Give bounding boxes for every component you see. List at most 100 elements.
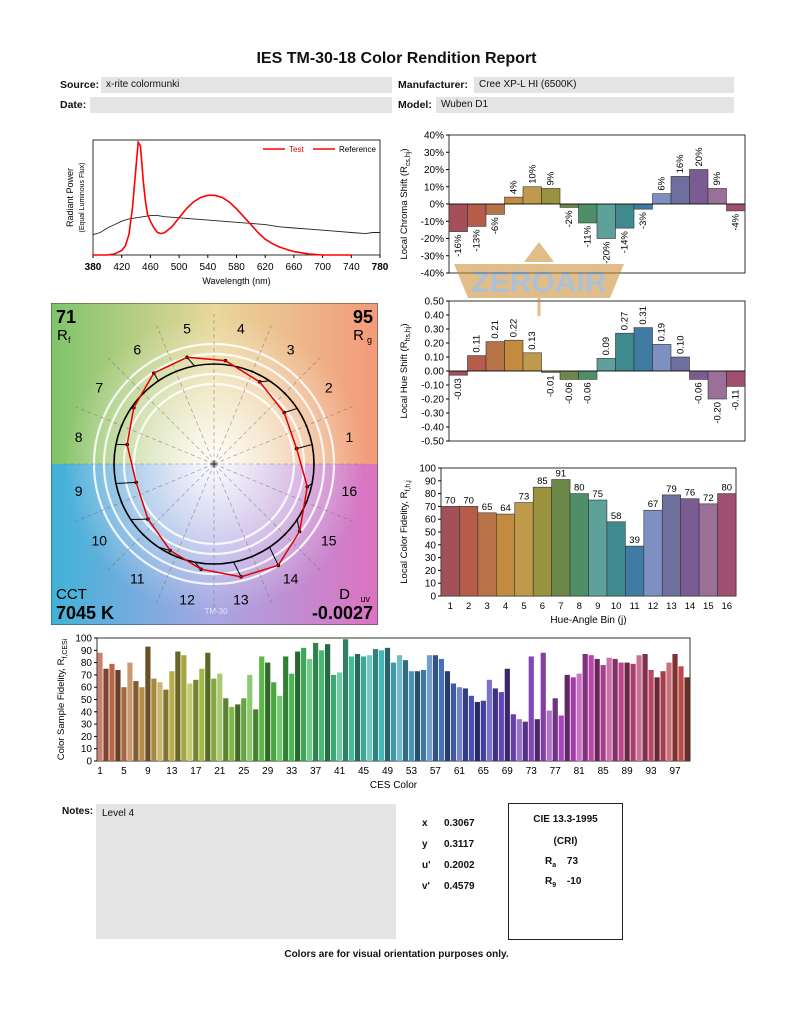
ces-bar xyxy=(241,698,247,761)
bar-value-label: 64 xyxy=(500,503,511,514)
x-tick-label: 21 xyxy=(214,766,226,777)
bar-value-label: -14% xyxy=(620,231,631,254)
bar-bin-3 xyxy=(477,512,497,597)
x-tick-label: 17 xyxy=(190,766,202,777)
ces-bar xyxy=(600,665,606,761)
ces-bar xyxy=(504,668,510,761)
u-value: 0.2002 xyxy=(444,860,475,871)
y-tick-label: 50 xyxy=(425,528,437,539)
x-tick-label: 740 xyxy=(343,262,360,273)
bar-bin-12 xyxy=(652,193,672,205)
r9-label: R xyxy=(545,876,553,887)
ces-bar xyxy=(414,671,421,761)
ces-bar xyxy=(127,662,133,761)
y-tick-label: 0.40 xyxy=(425,311,445,322)
x-tick-label: 9 xyxy=(595,601,600,612)
ces-bar xyxy=(157,682,163,761)
ces-bar xyxy=(462,688,468,761)
y-tick-label: 10% xyxy=(424,182,444,193)
bin-label-14: 14 xyxy=(283,571,299,587)
bar-value-label: 0.09 xyxy=(601,337,612,356)
x-tick-label: 97 xyxy=(669,766,681,777)
ces-bar xyxy=(145,646,151,761)
y-tick-label: 30 xyxy=(425,553,437,564)
shift-arrow xyxy=(186,357,195,367)
x-tick-label: 13 xyxy=(166,766,178,777)
notes-box: Level 4 xyxy=(96,804,396,939)
bar-value-label: 75 xyxy=(592,489,603,500)
manufacturer-label: Manufacturer: xyxy=(398,79,469,91)
shift-arrow xyxy=(233,561,242,578)
ces-bar xyxy=(624,662,630,761)
bin-label-10: 10 xyxy=(91,533,107,549)
ces-bar xyxy=(348,656,355,761)
bar-value-label: -6% xyxy=(490,217,501,234)
report-title: IES TM-30-18 Color Rendition Report xyxy=(256,50,537,67)
ra-sub: a xyxy=(552,862,557,869)
bin-label-8: 8 xyxy=(75,429,83,445)
ces-bar xyxy=(277,695,283,761)
x-tick-label: 7 xyxy=(558,601,563,612)
y-tick-label: 30% xyxy=(424,148,444,159)
bar-value-label: 0.27 xyxy=(620,312,631,331)
center-watermark: TM-30 xyxy=(204,607,228,616)
x-value: 0.3067 xyxy=(444,818,475,829)
y-axis-label-sub: f,CESi xyxy=(62,638,69,658)
bar-value-label: 16% xyxy=(675,154,686,174)
bar-bin-2 xyxy=(467,355,487,372)
bin-divider xyxy=(213,463,321,571)
spd-chart: 380 420 460 500 540 580 620 660 700 740 780 Wavelen… xyxy=(65,139,389,286)
bin-label-13: 13 xyxy=(233,591,249,607)
ces-bar xyxy=(492,688,498,761)
bin-divider xyxy=(213,463,272,603)
ces-bar xyxy=(187,683,193,761)
ces-bar xyxy=(582,653,588,761)
bar-bin-15 xyxy=(707,188,727,205)
y-tick-label: -0.20 xyxy=(421,395,444,406)
ces-bar xyxy=(564,674,570,761)
y-axis-label: Color Sample Fidelity, Rf,CESi xyxy=(56,638,69,760)
ces-bar xyxy=(396,655,403,761)
bin-label-5: 5 xyxy=(183,321,191,337)
ces-bar xyxy=(468,695,474,761)
ces-bar xyxy=(181,655,187,761)
bar-bin-11 xyxy=(625,545,645,597)
bar-bin-11 xyxy=(633,203,653,210)
x-tick-label: 420 xyxy=(113,262,130,273)
y-tick-label: 10 xyxy=(425,579,437,590)
ces-bar xyxy=(552,698,558,761)
y-value: 0.3117 xyxy=(444,839,475,850)
x-tick-label: 3 xyxy=(484,601,489,612)
ces-bar xyxy=(684,677,690,761)
ces-bar xyxy=(408,671,415,761)
bar-bin-2 xyxy=(459,506,479,597)
bar-value-label: -13% xyxy=(472,229,483,252)
x-tick-label: 11 xyxy=(630,601,640,612)
footer-note: Colors are for visual orientation purpos… xyxy=(284,949,509,960)
source-field: x-rite colormunki xyxy=(101,77,392,93)
shift-arrow xyxy=(115,481,137,485)
rf-value: 71 xyxy=(56,307,76,327)
shift-arrow xyxy=(296,444,313,450)
bar-value-label: -0.20 xyxy=(712,402,723,424)
x-tick-label: 580 xyxy=(228,262,245,273)
notes-text: Level 4 xyxy=(102,808,135,819)
ces-bar xyxy=(456,687,462,761)
y-tick-label: -0.10 xyxy=(421,381,444,392)
zeroair-watermark: ZEROAIR xyxy=(450,238,628,320)
v-value: 0.4579 xyxy=(444,881,475,892)
ces-bar xyxy=(259,656,265,761)
y-tick-label: 60 xyxy=(425,515,437,526)
y-tick-label: 90 xyxy=(81,646,93,657)
bin-divider xyxy=(75,463,215,522)
y-tick-label: -40% xyxy=(421,269,444,280)
ces-bar xyxy=(325,644,331,761)
bin-label-6: 6 xyxy=(133,341,141,357)
bar-bin-7 xyxy=(559,370,579,380)
bar-value-label: 4% xyxy=(509,180,520,194)
bin-divider xyxy=(75,406,215,465)
series-line-test xyxy=(93,139,352,256)
bin-label-7: 7 xyxy=(95,379,103,395)
ces-bar xyxy=(265,662,271,761)
x-tick-label: 85 xyxy=(598,766,610,777)
